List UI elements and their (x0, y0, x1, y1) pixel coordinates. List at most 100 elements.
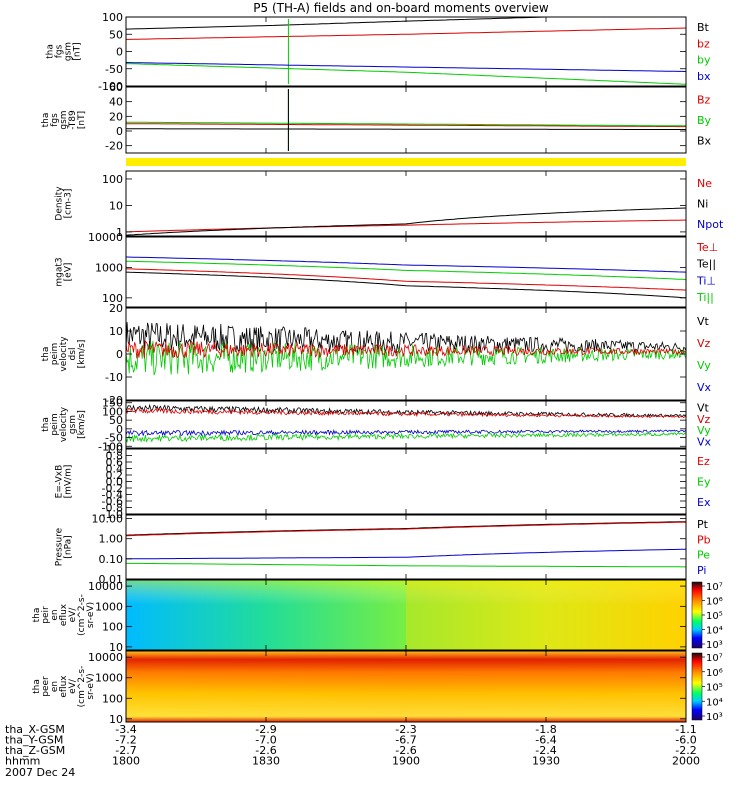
colorbar-tick-label: 10⁴ (706, 626, 723, 637)
series-Pb (125, 521, 687, 537)
x-axis-value: -1.8 (535, 723, 556, 736)
y-axis-label: [cm-3] (64, 189, 74, 219)
y-axis-label: peim (50, 343, 60, 366)
panel-frame (125, 307, 687, 401)
spectrogram-warm-band (406, 580, 686, 650)
y-axis-label: fgs (50, 113, 60, 127)
y-tick-label: -20 (105, 394, 123, 407)
legend-entry: Ne (697, 177, 712, 190)
y-axis-label: peim (50, 413, 60, 436)
legend-entry: by (697, 54, 711, 67)
y-axis-label: en (50, 681, 60, 692)
x-axis-row-label: tha_Z-GSM (5, 744, 65, 757)
legend-entry: Vz (697, 337, 711, 350)
series-Ne (125, 219, 686, 233)
panel-9: Pressure [nPa] 10.00 1.00 0.10 0.01 Pt Pb Pe Pi (55, 513, 711, 586)
y-tick-label: 100 (102, 621, 123, 634)
y-tick-label: 1000 (95, 672, 123, 685)
legend-entry: Pb (697, 533, 711, 546)
series-Vt (125, 322, 687, 354)
x-axis-value: -2.9 (255, 723, 276, 736)
legend-entry: Ex (697, 496, 711, 509)
y-axis-label: eflux (59, 675, 69, 698)
series-bz (126, 27, 687, 40)
legend-entry: Bt (697, 21, 710, 34)
colorbar (691, 581, 703, 649)
legend-entry: bz (697, 37, 710, 50)
y-tick-label: 100 (102, 173, 123, 186)
x-axis-value: -6.7 (395, 734, 416, 747)
y-tick-label: 10000 (88, 580, 123, 593)
chart-title: P5 (TH-A) fields and on-board moments ov… (253, 1, 549, 15)
y-axis-label: [mV/m] (64, 465, 74, 499)
colorbar-tick-label: 10⁵ (706, 683, 723, 694)
panel-3 (126, 158, 686, 166)
legend-entry: Te⊥ (696, 241, 718, 254)
y-tick-label: -0.4 (102, 489, 123, 502)
series-Te⊥ (125, 268, 687, 291)
x-axis-value: 1900 (392, 755, 420, 768)
panel-6: tha peim velocity dsl [km/s] 20 10 0 -10 -20 Vt Vz V… (41, 302, 712, 407)
panel-frame (125, 86, 687, 154)
legend-entry: Ez (697, 455, 710, 468)
legend-entry: Vt (697, 402, 710, 415)
y-axis-label: peer (41, 676, 51, 697)
series-Bx (126, 128, 686, 130)
spectrogram-overlay (126, 651, 686, 722)
y-tick-label: 1 (116, 226, 123, 239)
y-axis-label: gsm (68, 415, 78, 434)
y-tick-label: -10 (105, 371, 123, 384)
y-tick-label: 1000 (95, 261, 123, 274)
series-Te|| (125, 271, 687, 299)
y-tick-label: 10000 (88, 231, 123, 244)
y-tick-label: 50 (109, 28, 123, 41)
y-tick-label: 150 (102, 397, 123, 410)
legend-entry: Npot (697, 218, 724, 231)
y-tick-label: 10 (109, 641, 123, 654)
y-tick-label: -50 (105, 432, 123, 445)
legend-entry: Vx (697, 435, 712, 448)
x-axis-value: -2.4 (535, 744, 556, 757)
y-tick-label: 10.00 (92, 513, 124, 526)
x-axis-value: -1.1 (675, 723, 696, 736)
y-axis-label: peir (41, 606, 51, 624)
legend-entry: Pi (697, 564, 706, 577)
x-axis-table: tha_X-GSM -3.4 -2.9 -2.3 -1.8 -1.1 tha_Y-GSM -7… (5, 723, 700, 768)
y-axis-label: dsl (68, 348, 78, 361)
legend-entry: Bz (697, 93, 711, 106)
spectrogram-overlay (126, 580, 686, 650)
x-axis-value: -2.6 (255, 744, 276, 757)
x-axis-value: -2.3 (395, 723, 416, 736)
series-Pi (126, 548, 687, 560)
y-axis-label: velocity (59, 336, 69, 372)
y-tick-label: 100 (102, 11, 123, 24)
x-axis-value: 1830 (252, 755, 280, 768)
series-Bz (126, 123, 686, 128)
y-axis-label: sr-eV) (86, 602, 96, 628)
legend-entry: Vx (697, 381, 712, 394)
colorbar-tick-label: 10⁶ (706, 668, 723, 679)
y-axis-label: eV/ (68, 607, 78, 623)
y-tick-label: 0 (116, 125, 123, 138)
y-tick-label: 0.01 (99, 573, 124, 586)
panel-frame (125, 514, 687, 580)
y-tick-label: 20 (109, 302, 123, 315)
y-axis-label: velocity (59, 406, 69, 442)
panel-1: tha fgs gsm [nT] 100 50 0 -50 -100 Bt bz by bx (46, 11, 711, 93)
colorbar-tick-label: 10⁴ (706, 697, 723, 708)
y-axis-label: tha (41, 417, 51, 432)
y-tick-label: 0 (116, 423, 123, 436)
series-Ti⊥ (125, 256, 687, 273)
panel-11: tha peer en eflux eV/(cm^2-s-sr-eV) 10⁷ 10⁶ 10⁵… (32, 650, 723, 726)
colorbar-tick-label: 10³ (706, 712, 723, 723)
y-tick-label: 1000 (95, 600, 123, 613)
colorbar-tick-label: 10⁶ (706, 597, 723, 608)
panel-8: E=-VxB [mV/m] 1.00.80.60.40.20.0-0.2-0.4-0… (55, 443, 711, 521)
colorbar-tick-label: 10³ (706, 640, 723, 651)
y-tick-label: 20 (109, 110, 123, 123)
series-Vy (125, 340, 687, 375)
x-axis-value: -7.0 (255, 734, 276, 747)
y-axis-label: (cm^2-s- (77, 666, 87, 708)
y-axis-label: (cm^2-s- (77, 594, 87, 636)
